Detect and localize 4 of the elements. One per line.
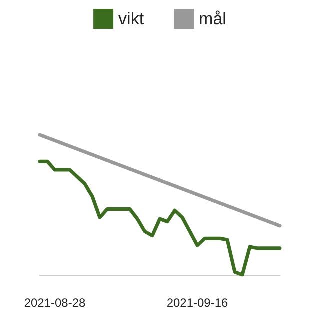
legend-label: mål <box>199 10 226 28</box>
x-tick-label: 2021-08-28 <box>24 296 86 310</box>
legend-label: vikt <box>118 10 144 28</box>
x-tick-label: 2021-09-16 <box>166 296 229 310</box>
